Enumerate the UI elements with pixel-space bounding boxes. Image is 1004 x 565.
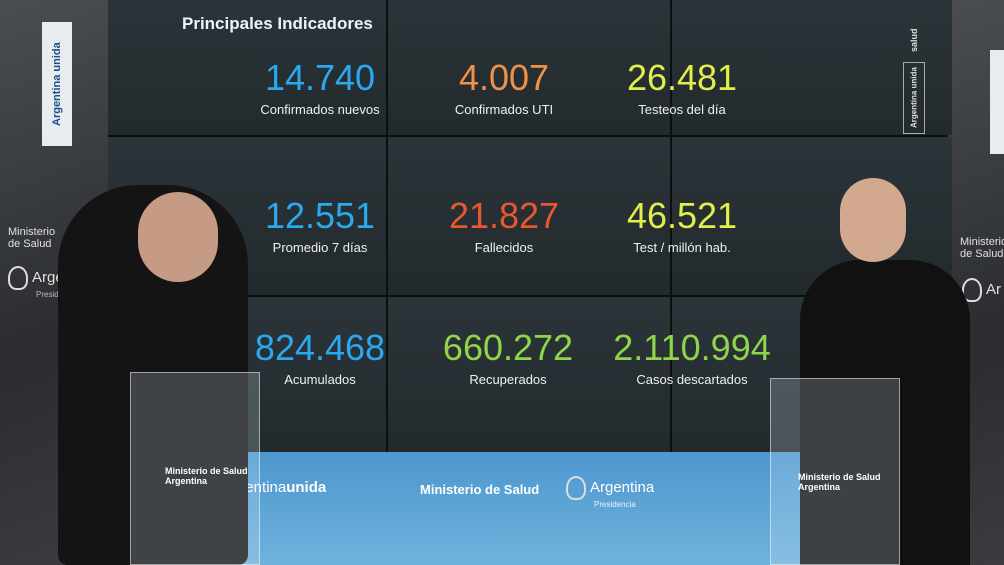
stat-value: 14.740 — [264, 57, 376, 98]
stat-4: 21.827 Fallecidos — [374, 195, 634, 256]
stat-value: 4.007 — [458, 57, 550, 98]
stat-label: Casos descartados — [636, 372, 748, 387]
stat-2: 26.481 Testeos del día — [552, 57, 812, 118]
podium-logo: Ministerio de Salud Argentina — [165, 466, 248, 486]
stat-value: 46.521 — [626, 195, 738, 236]
podium-right — [770, 378, 900, 565]
argentina-unida-banner: Argentina unida — [42, 22, 72, 146]
stat-value: 824.468 — [254, 327, 386, 368]
stat-value: 660.272 — [442, 327, 574, 368]
screen-salud-logo: salud — [909, 28, 919, 52]
ministerio-label: Ministerio de Salud — [420, 482, 540, 497]
stat-0: 14.740 Confirmados nuevos — [190, 57, 450, 118]
stat-value: 26.481 — [626, 57, 738, 98]
argentina-seal-icon — [962, 278, 982, 302]
screen-argentina-unida-logo: Argentina unida — [903, 62, 925, 134]
stat-5: 46.521 Test / millón hab. — [552, 195, 812, 256]
stat-value: 12.551 — [264, 195, 376, 236]
stat-label: Acumulados — [284, 372, 356, 387]
stat-8: 2.110.994 Casos descartados — [562, 327, 822, 388]
stat-label: Confirmados UTI — [454, 102, 554, 117]
stat-label: Promedio 7 días — [272, 240, 368, 255]
argentina-seal-icon — [566, 476, 586, 500]
stat-label: Fallecidos — [474, 240, 534, 255]
stat-label: Confirmados nuevos — [260, 102, 380, 117]
stat-value: 21.827 — [448, 195, 560, 236]
argentina-logo: Ar — [962, 278, 1001, 302]
stat-6: 824.468 Acumulados — [190, 327, 450, 388]
ministerio-label: Ministerio de Salud — [8, 226, 56, 250]
speaker-right — [800, 260, 970, 565]
stat-label: Test / millón hab. — [633, 240, 731, 255]
stat-value: 2.110.994 — [613, 327, 771, 368]
argentina-seal-icon — [8, 266, 28, 290]
podium-logo: Ministerio de Salud Argentina — [798, 472, 881, 492]
stat-3: 12.551 Promedio 7 días — [190, 195, 450, 256]
stat-7: 660.272 Recuperados — [378, 327, 638, 388]
stat-label: Testeos del día — [638, 102, 726, 117]
stat-1: 4.007 Confirmados UTI — [374, 57, 634, 118]
podium-left — [130, 372, 260, 565]
stat-label: Recuperados — [469, 372, 547, 387]
screen-title: Principales Indicadores — [182, 14, 373, 33]
ministerio-label: Ministerio de Salud — [960, 236, 1004, 260]
